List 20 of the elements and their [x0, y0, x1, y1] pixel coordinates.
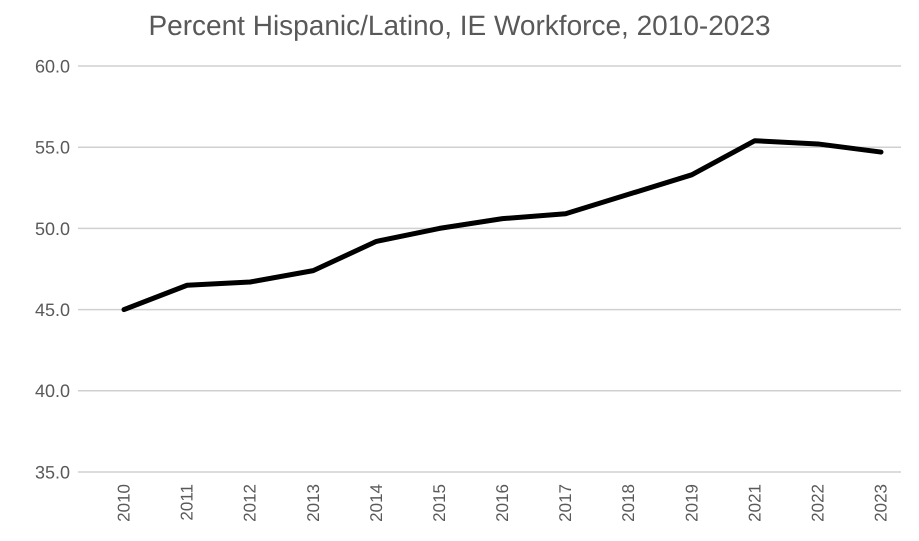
x-tick-label: 2017 [556, 484, 576, 522]
x-tick-label: 2011 [178, 484, 197, 521]
x-tick-label: 2021 [745, 484, 764, 522]
x-tick-label: 2023 [872, 484, 890, 522]
y-tick-label: 60.0 [34, 56, 70, 76]
x-tick-label: 2016 [493, 484, 512, 522]
x-tick-label: 2012 [240, 484, 260, 522]
y-tick-label: 50.0 [34, 218, 70, 239]
x-tick-label: 2010 [114, 484, 134, 522]
chart-title: Percent Hispanic/Latino, IE Workforce, 2010-2023 [147, 9, 772, 43]
x-tick-label: 2014 [366, 484, 386, 522]
x-tick-label: 2013 [304, 484, 323, 522]
y-tick-label: 55.0 [34, 138, 70, 158]
y-tick-label: 35.0 [34, 462, 70, 482]
y-tick-label: 45.0 [34, 300, 70, 320]
x-tick-label: 2015 [430, 484, 449, 522]
y-tick-label: 40.0 [34, 381, 70, 402]
x-tick-label: 2019 [682, 484, 702, 522]
x-tick-label: 2022 [808, 484, 828, 522]
x-tick-label: 2018 [619, 484, 638, 522]
